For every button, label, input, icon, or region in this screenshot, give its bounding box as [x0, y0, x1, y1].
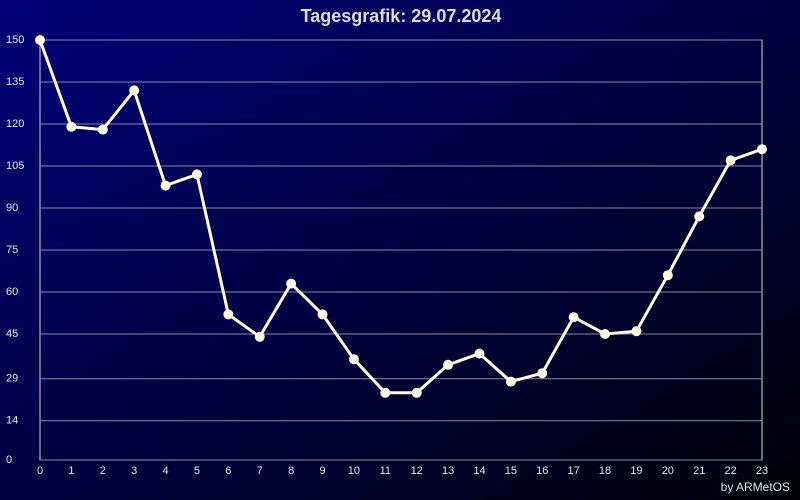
- x-tick-label: 15: [505, 465, 517, 477]
- line: [38, 39, 763, 395]
- x-tick-label: 8: [288, 465, 294, 477]
- point: [380, 387, 391, 398]
- x-tick-label: 12: [411, 465, 423, 477]
- point: [694, 211, 705, 222]
- x-tick-label: 19: [630, 465, 642, 477]
- x-tick-label: 7: [257, 465, 263, 477]
- x-tick-label: 22: [724, 465, 736, 477]
- point: [474, 348, 485, 359]
- y-tick-label: 135: [6, 76, 24, 88]
- point: [725, 155, 736, 166]
- y-tick-label: 29: [6, 373, 18, 385]
- y-tick-label: 14: [6, 415, 18, 427]
- x-tick-label: 3: [131, 465, 137, 477]
- point: [505, 376, 516, 387]
- x-tick-label: 2: [100, 465, 106, 477]
- x-tick-label: 4: [163, 465, 169, 477]
- x-tick-label: 14: [473, 465, 485, 477]
- point: [97, 124, 108, 135]
- x-tick-label: 11: [380, 465, 391, 477]
- point: [160, 180, 171, 191]
- point: [631, 326, 642, 337]
- x-tick-label: 0: [37, 465, 43, 477]
- y-tick-label: 120: [6, 118, 24, 130]
- point: [662, 270, 673, 281]
- x-tick-label: 6: [225, 465, 231, 477]
- point: [254, 331, 265, 342]
- x-tick-label: 18: [599, 465, 611, 477]
- x-tick-label: 9: [319, 465, 325, 477]
- y-tick-label: 0: [6, 454, 12, 466]
- point: [600, 329, 611, 339]
- x-tick-label: 13: [442, 465, 454, 477]
- y-tick-label: 75: [6, 244, 18, 256]
- point: [129, 85, 140, 96]
- point: [223, 309, 234, 320]
- point: [348, 354, 359, 365]
- x-tick-label: 10: [348, 465, 360, 477]
- x-tick-label: 21: [693, 465, 705, 477]
- credit: by ARMetOS: [721, 480, 790, 494]
- point: [757, 144, 767, 155]
- point: [66, 121, 77, 132]
- x-tick-label: 20: [662, 465, 674, 477]
- point: [191, 169, 202, 180]
- y-tick-label: 150: [6, 34, 24, 46]
- x-tick-label: 16: [536, 465, 548, 477]
- y-tick-label: 45: [6, 328, 18, 340]
- y-tick-label: 105: [6, 160, 24, 172]
- x-tick-label: 1: [68, 465, 74, 477]
- point: [411, 387, 422, 398]
- x-tick-label: 23: [756, 465, 768, 477]
- point: [568, 312, 579, 323]
- y-tick-label: 60: [6, 286, 18, 298]
- point: [537, 368, 548, 379]
- point: [35, 35, 45, 45]
- point: [317, 309, 328, 320]
- x-tick-label: 17: [568, 465, 580, 477]
- point: [286, 278, 297, 289]
- point: [443, 359, 454, 370]
- x-tick-label: 5: [194, 465, 200, 477]
- y-tick-label: 90: [6, 202, 18, 214]
- chart-title: Tagesgrafik: 29.07.2024: [301, 6, 502, 26]
